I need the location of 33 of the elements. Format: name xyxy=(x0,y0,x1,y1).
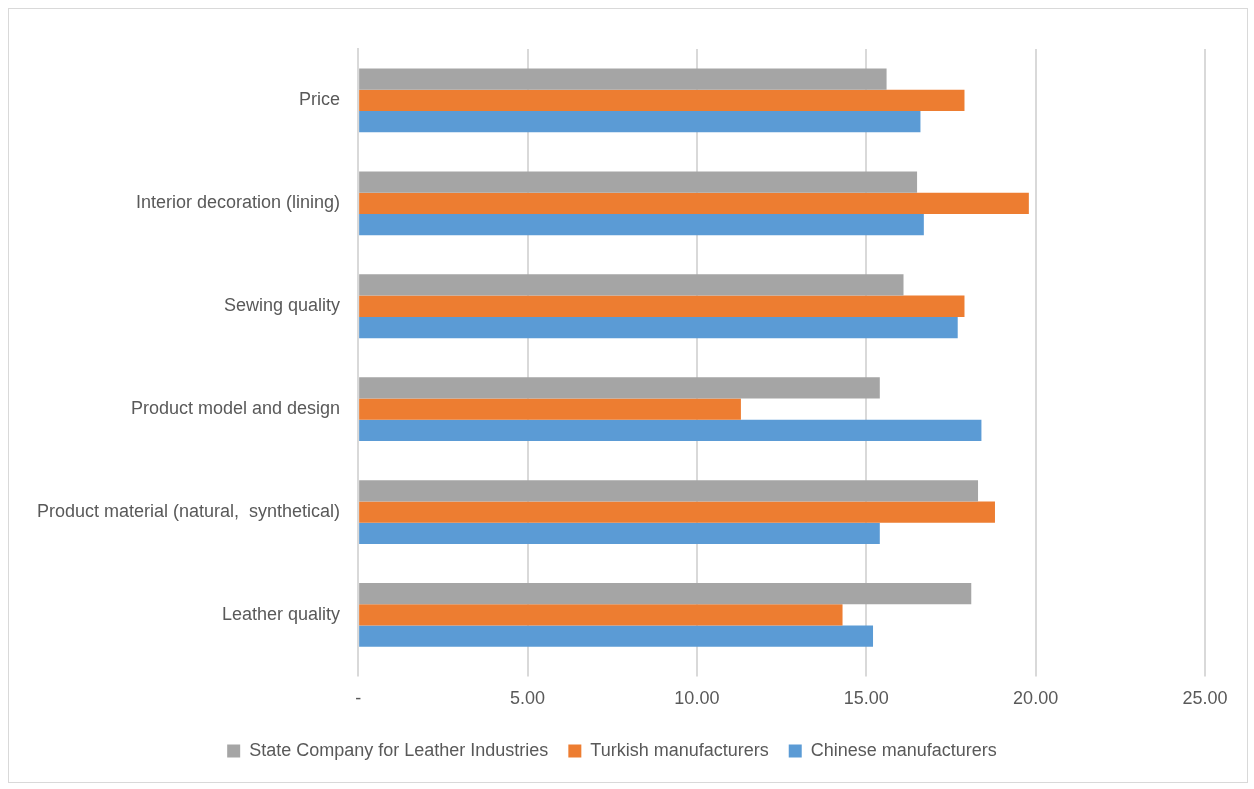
y-tick-label: Sewing quality xyxy=(224,295,341,316)
x-tick-label: 20.00 xyxy=(1013,688,1059,709)
bar xyxy=(359,68,887,90)
bar xyxy=(359,316,958,339)
bar xyxy=(359,295,965,317)
bar xyxy=(359,604,843,626)
bar xyxy=(359,274,904,296)
bar xyxy=(359,89,965,112)
bar xyxy=(359,111,921,133)
bar xyxy=(359,398,741,420)
y-tick-label: Interior decoration (lining) xyxy=(136,192,341,213)
x-tick-label: 25.00 xyxy=(1182,688,1228,709)
y-tick-label: Product model and design xyxy=(130,398,341,419)
bar xyxy=(359,377,880,399)
bar xyxy=(359,583,972,605)
y-tick-label: Price xyxy=(299,89,341,110)
x-tick-label: - xyxy=(355,688,362,709)
bar xyxy=(359,213,924,236)
x-tick-label: 5.00 xyxy=(509,688,546,709)
bar xyxy=(359,480,979,502)
bar xyxy=(359,522,880,544)
x-tick-label: 15.00 xyxy=(843,688,889,709)
legend-label: Turkish manufacturers xyxy=(590,739,769,760)
y-tick-label: Leather quality xyxy=(222,603,341,624)
bar xyxy=(359,192,1029,214)
bar xyxy=(359,501,995,523)
bar xyxy=(359,419,982,442)
bar xyxy=(359,171,918,193)
legend-label: State Company for Leather Industries xyxy=(249,739,549,760)
legend-label: Chinese manufacturers xyxy=(810,739,997,760)
bar xyxy=(359,625,874,647)
y-tick-label: Product material (natural, synthetical) xyxy=(36,501,341,522)
x-tick-label: 10.00 xyxy=(674,688,720,709)
